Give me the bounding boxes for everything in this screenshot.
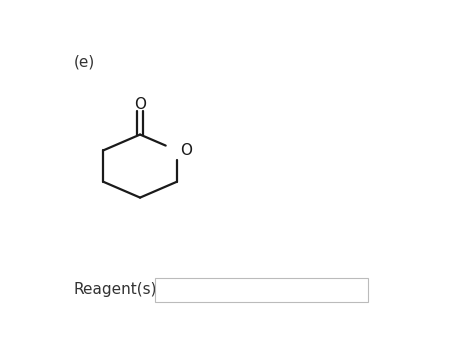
Text: (e): (e) bbox=[74, 54, 95, 69]
Text: O: O bbox=[180, 143, 192, 158]
Text: Reagent(s):: Reagent(s): bbox=[74, 282, 163, 297]
FancyBboxPatch shape bbox=[155, 278, 368, 302]
Text: O: O bbox=[134, 97, 146, 112]
